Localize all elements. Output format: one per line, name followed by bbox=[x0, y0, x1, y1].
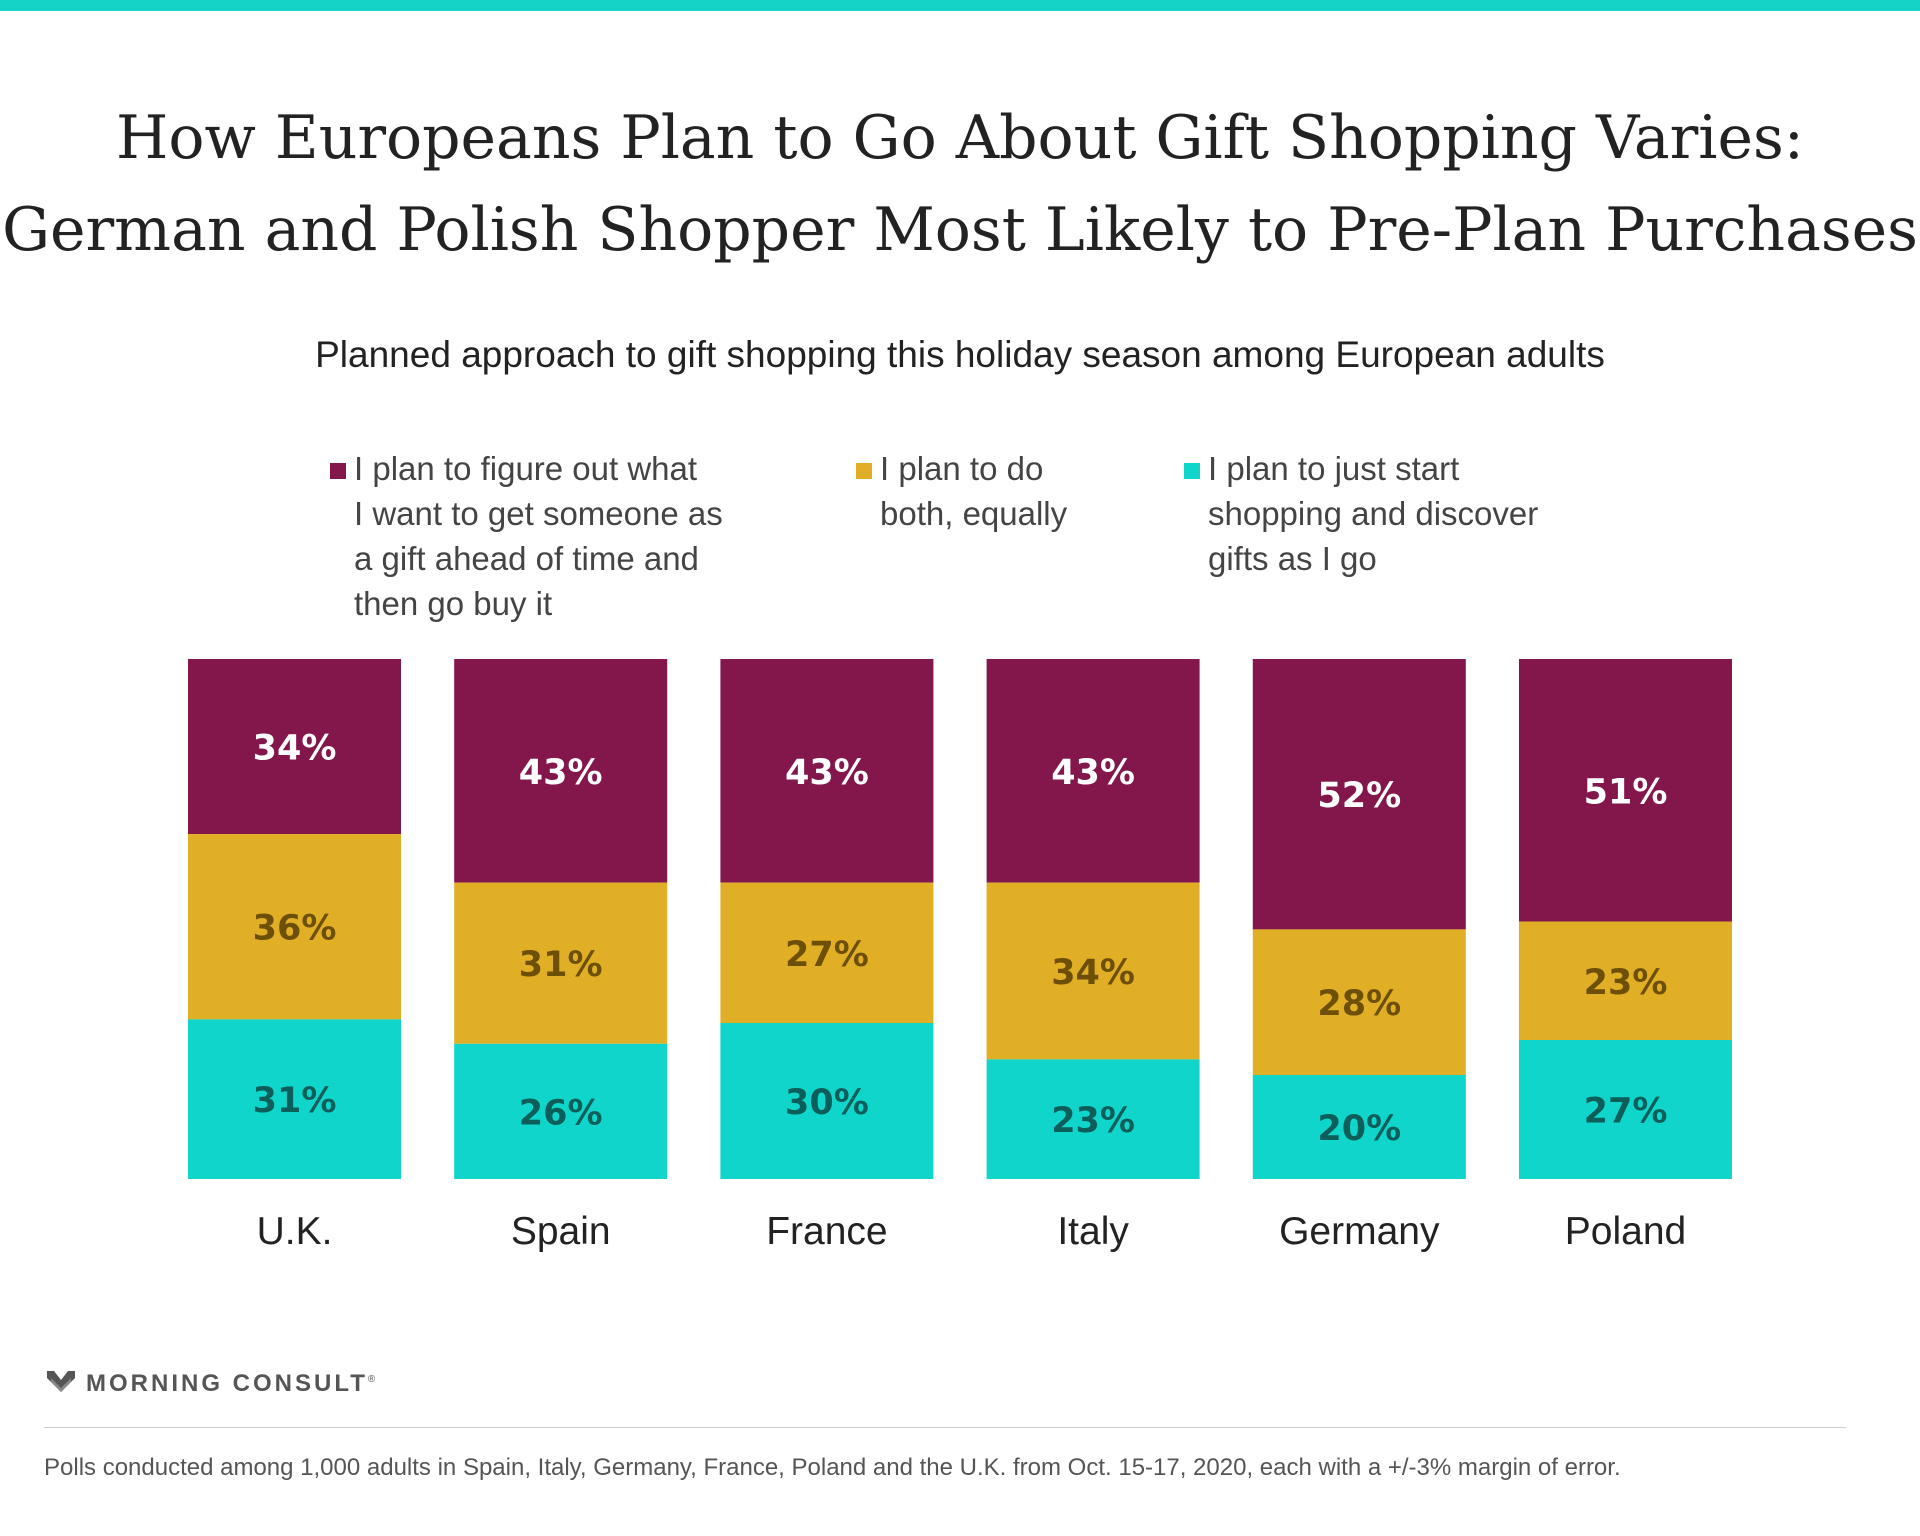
morning-consult-logo-icon bbox=[47, 1371, 75, 1392]
data-label-italy-s1: 34% bbox=[1051, 953, 1135, 993]
chart-subtitle: Planned approach to gift shopping this h… bbox=[315, 334, 1605, 375]
data-label-poland-s0: 51% bbox=[1584, 772, 1668, 812]
legend-label-discover: I plan to just start shopping and discov… bbox=[1208, 450, 1539, 577]
bar-segment-germany-s0 bbox=[1252, 659, 1466, 930]
bar-segment-italy-s1 bbox=[986, 882, 1200, 1060]
bar-segment-france-s0 bbox=[720, 659, 934, 883]
data-label-france-s0: 43% bbox=[785, 753, 869, 793]
legend-label-both: I plan to do both, equally bbox=[880, 450, 1068, 532]
bar-segment-germany-s2 bbox=[1252, 1075, 1466, 1179]
data-label-germany-s1: 28% bbox=[1317, 984, 1401, 1024]
trademark-mark: ® bbox=[367, 1374, 376, 1385]
bar-segment-spain-s1 bbox=[454, 882, 668, 1044]
bar-segment-italy-s2 bbox=[986, 1059, 1200, 1179]
category-label-france: France bbox=[766, 1210, 887, 1253]
data-label-germany-s2: 20% bbox=[1317, 1109, 1401, 1149]
category-label-uk: U.K. bbox=[257, 1210, 333, 1253]
data-label-spain-s1: 31% bbox=[519, 945, 603, 985]
category-label-spain: Spain bbox=[511, 1210, 611, 1253]
data-label-germany-s0: 52% bbox=[1317, 776, 1401, 816]
footer-divider bbox=[44, 1427, 1846, 1428]
data-label-poland-s1: 23% bbox=[1584, 963, 1668, 1003]
category-label-italy: Italy bbox=[1057, 1210, 1129, 1253]
bar-segment-uk-s2 bbox=[188, 1019, 401, 1179]
legend-swatch-plan-ahead bbox=[330, 463, 346, 479]
category-label-poland: Poland bbox=[1565, 1210, 1686, 1253]
legend-label-plan-ahead: I plan to figure out what I want to get … bbox=[354, 450, 723, 622]
bar-segment-italy-s0 bbox=[986, 659, 1200, 883]
category-label-germany: Germany bbox=[1279, 1210, 1440, 1253]
bar-segment-france-s1 bbox=[720, 882, 934, 1023]
chart-title: How Europeans Plan to Go About Gift Shop… bbox=[0, 92, 1920, 276]
bar-segment-germany-s1 bbox=[1252, 929, 1466, 1075]
title-line-2: German and Polish Shopper Most Likely to… bbox=[2, 195, 1918, 265]
data-label-france-s2: 30% bbox=[785, 1083, 869, 1123]
top-accent-bar bbox=[0, 0, 1920, 11]
bar-segment-spain-s0 bbox=[454, 659, 668, 883]
methodology-note: Polls conducted among 1,000 adults in Sp… bbox=[44, 1454, 1621, 1481]
data-label-spain-s0: 43% bbox=[519, 753, 603, 793]
bar-segment-uk-s0 bbox=[188, 659, 401, 835]
bar-segment-france-s2 bbox=[720, 1023, 934, 1179]
bar-segment-uk-s1 bbox=[188, 834, 401, 1020]
bar-segment-poland-s0 bbox=[1519, 659, 1732, 922]
data-label-poland-s2: 27% bbox=[1584, 1091, 1668, 1131]
brand-name: MORNING CONSULT® bbox=[86, 1370, 376, 1397]
data-label-italy-s0: 43% bbox=[1051, 753, 1135, 793]
data-label-uk-s1: 36% bbox=[253, 909, 337, 949]
legend-swatch-discover bbox=[1184, 463, 1200, 479]
data-label-spain-s2: 26% bbox=[519, 1093, 603, 1133]
bar-segment-poland-s2 bbox=[1519, 1039, 1732, 1179]
data-label-uk-s2: 31% bbox=[253, 1081, 337, 1121]
stacked-bar-chart: 34% 36% 31% U.K. 43% 31% 26% Spain 43% 27% 30% Fran… bbox=[188, 659, 1732, 1253]
legend-swatch-both bbox=[856, 463, 872, 479]
title-line-1: How Europeans Plan to Go About Gift Shop… bbox=[116, 103, 1804, 173]
bar-segment-spain-s2 bbox=[454, 1043, 668, 1179]
data-label-uk-s0: 34% bbox=[253, 729, 337, 769]
data-label-france-s1: 27% bbox=[785, 935, 869, 975]
data-label-italy-s2: 23% bbox=[1051, 1101, 1135, 1141]
bar-segment-poland-s1 bbox=[1519, 921, 1732, 1040]
